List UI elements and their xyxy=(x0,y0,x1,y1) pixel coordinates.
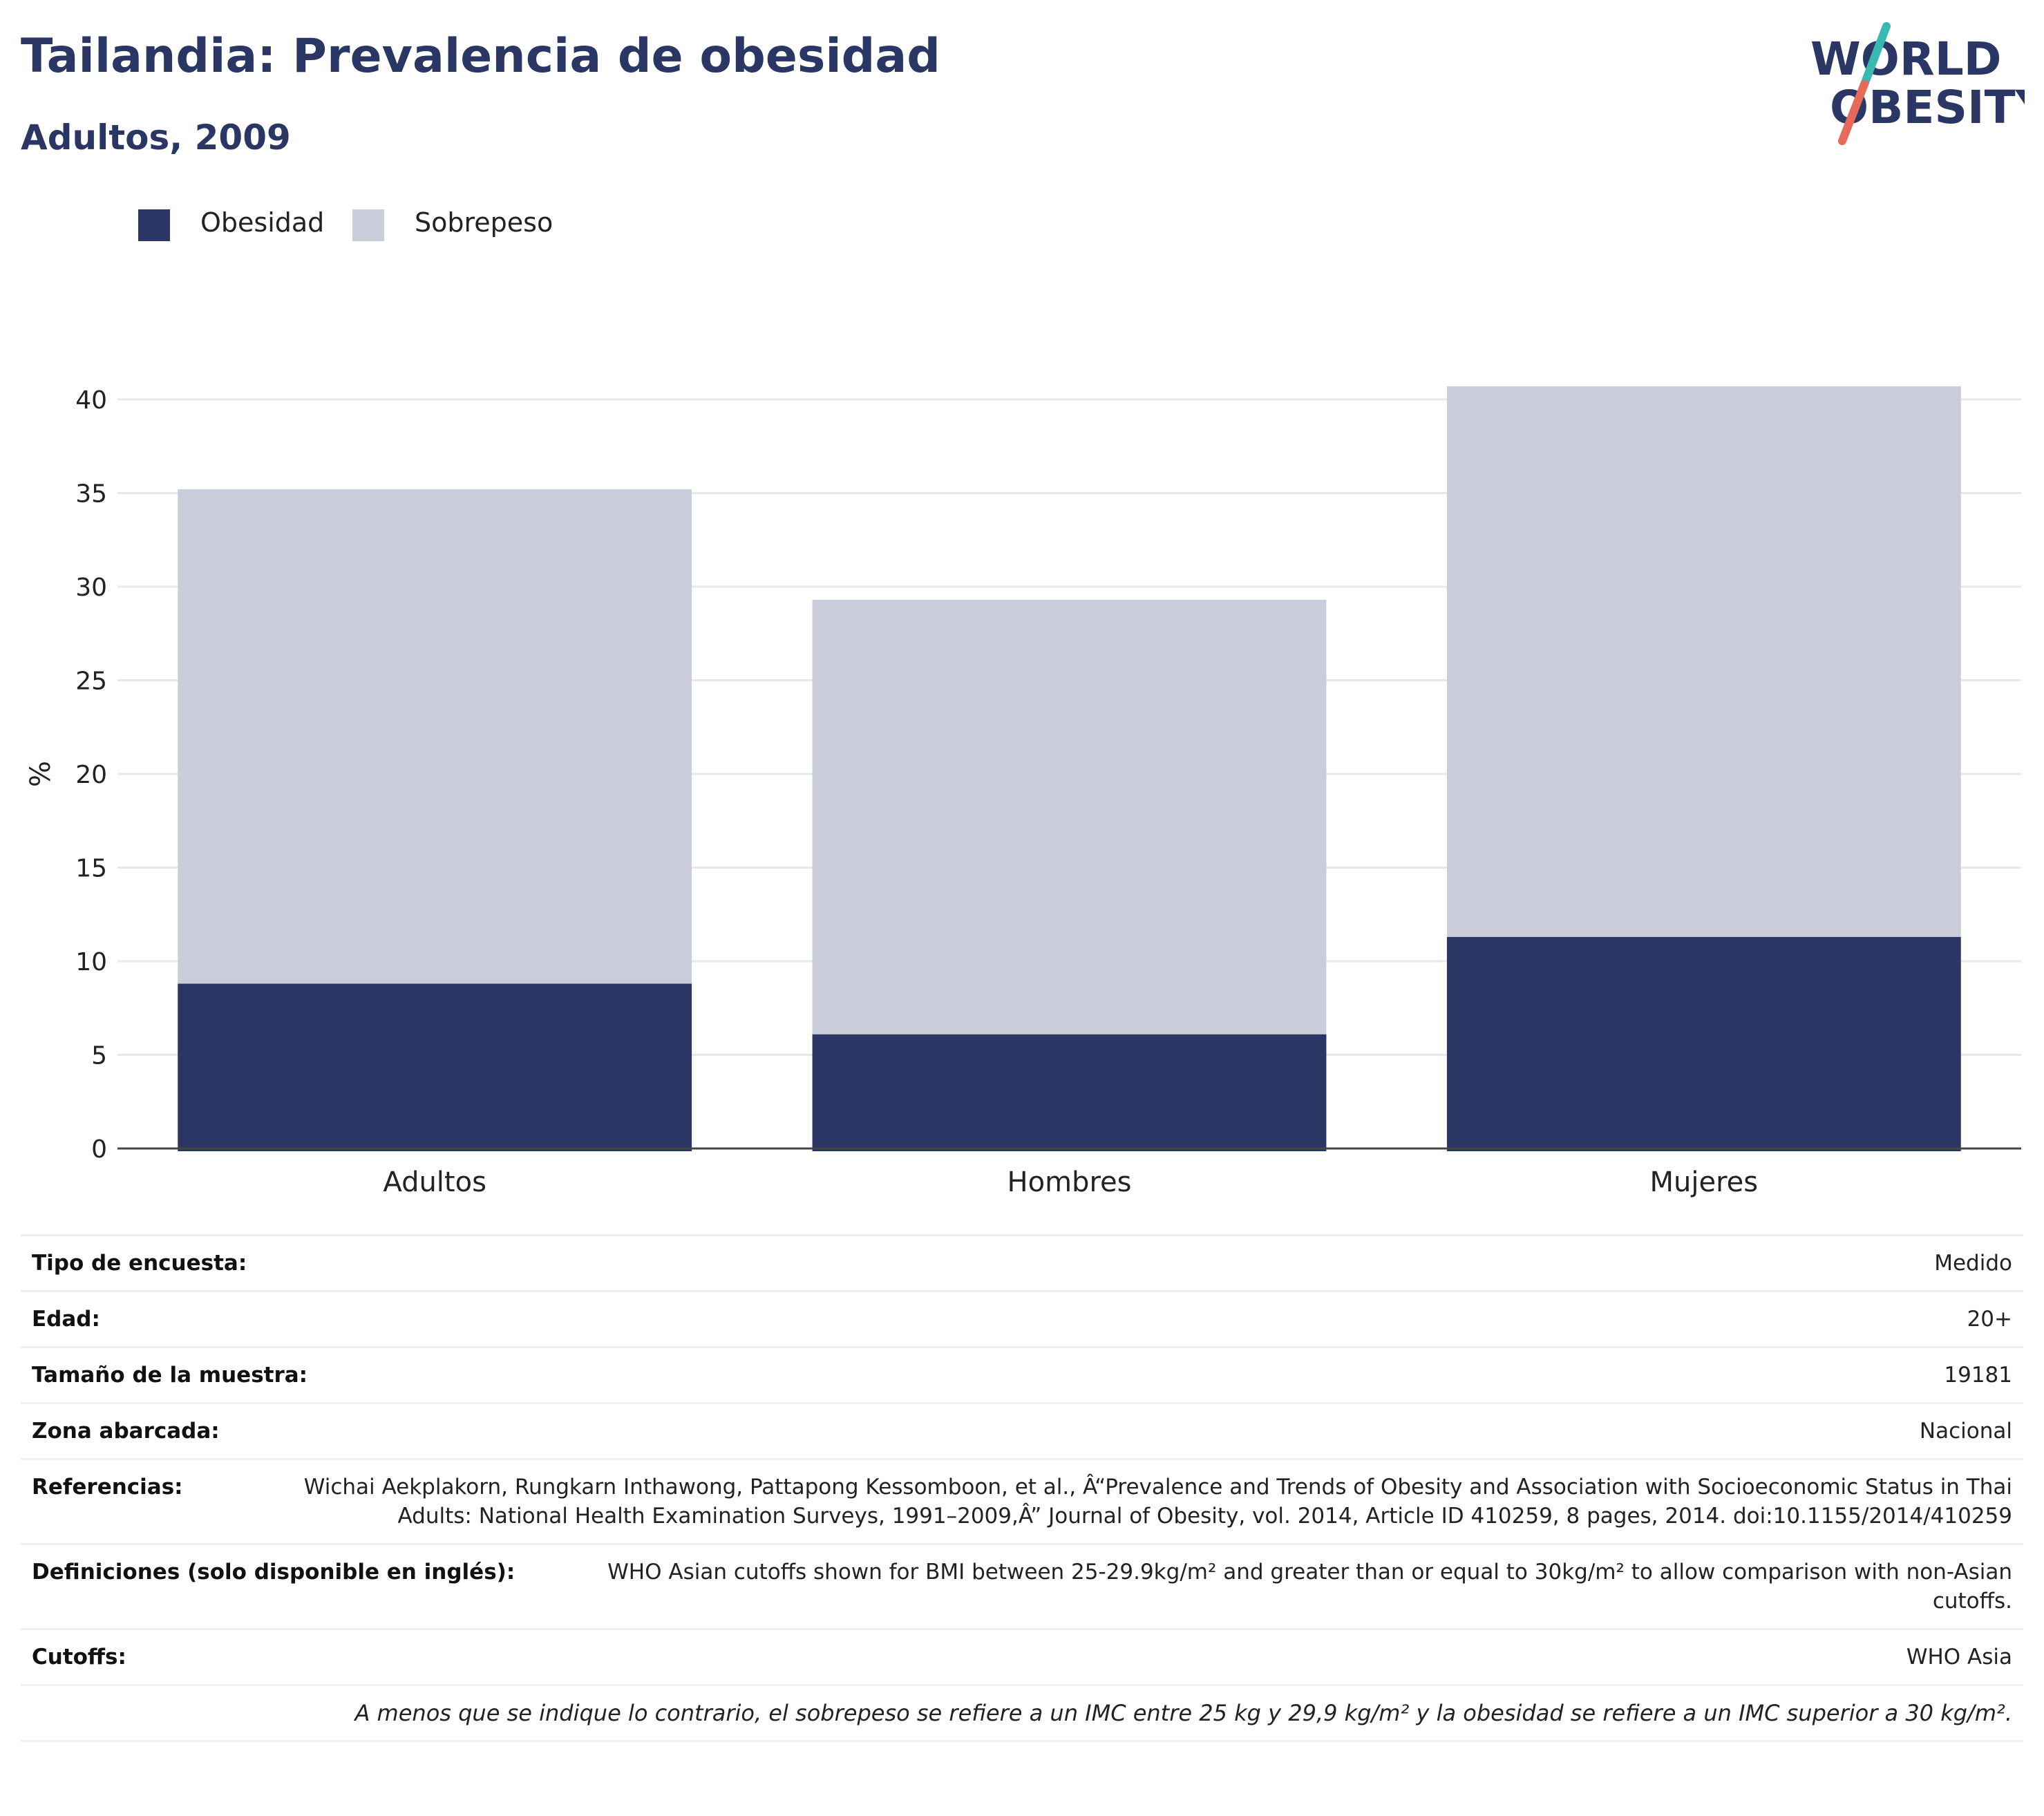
x-tick-label: Hombres xyxy=(1007,1166,1132,1198)
survey-info-table: Tipo de encuesta: Medido Edad: 20+ Tamañ… xyxy=(21,1234,2023,1742)
bar-overweight-adultos xyxy=(178,489,692,984)
y-tick-label: 5 xyxy=(91,1042,107,1070)
page-subtitle: Adultos, 2009 xyxy=(21,117,291,158)
info-value: 19181 xyxy=(1944,1363,2012,1388)
info-label: Definiciones (solo disponible en inglés)… xyxy=(32,1560,515,1585)
bar-overweight-mujeres xyxy=(1446,386,1961,937)
legend-label-obesity: Obesidad xyxy=(200,207,325,238)
info-row-references: Referencias: Wichai Aekplakorn, Rungkarn… xyxy=(21,1458,2023,1543)
info-value: Nacional xyxy=(1919,1419,2012,1444)
info-value: 20+ xyxy=(1967,1307,2012,1332)
bar-obesity-mujeres xyxy=(1446,936,1961,1151)
y-tick-label: 25 xyxy=(75,668,107,696)
definition-note: A menos que se indique lo contrario, el … xyxy=(21,1684,2023,1742)
legend-label-overweight: Sobrepeso xyxy=(415,207,553,238)
info-row-definitions: Definiciones (solo disponible en inglés)… xyxy=(21,1543,2023,1628)
info-value: WHO Asian cutoffs shown for BMI between … xyxy=(607,1560,2012,1614)
x-tick-label: Adultos xyxy=(383,1166,486,1198)
info-value: WHO Asia xyxy=(1906,1645,2012,1670)
info-value: Wichai Aekplakorn, Rungkarn Inthawong, P… xyxy=(303,1475,2012,1529)
page-title: Tailandia: Prevalencia de obesidad xyxy=(21,29,940,84)
bar-overweight-hombres xyxy=(812,599,1327,1034)
world-obesity-logo: WORLD OBESITY xyxy=(1810,22,2025,145)
legend-swatch-obesity xyxy=(138,209,170,241)
logo-slash-coral xyxy=(1838,80,1868,145)
bar-obesity-adultos xyxy=(178,983,692,1151)
logo-slash-teal xyxy=(1860,22,1891,88)
info-row-area: Zona abarcada: Nacional xyxy=(21,1402,2023,1458)
y-tick-label: 35 xyxy=(75,480,107,509)
y-tick-label: 15 xyxy=(75,855,107,883)
y-axis-title: % xyxy=(25,761,57,787)
stacked-bar-chart: 0 5 10 15 20 25 30 35 40% Adultos Hombres Mujeres xyxy=(25,386,2021,1198)
y-tick-label: 40 xyxy=(75,386,107,415)
info-row-sample-size: Tamaño de la muestra: 19181 xyxy=(21,1346,2023,1402)
info-row-age: Edad: 20+ xyxy=(21,1290,2023,1346)
info-label: Edad: xyxy=(32,1307,100,1332)
info-value: Medido xyxy=(1934,1251,2012,1276)
info-label: Tipo de encuesta: xyxy=(32,1251,247,1276)
bar-obesity-hombres xyxy=(812,1034,1327,1151)
info-label: Referencias: xyxy=(32,1475,183,1500)
info-row-cutoffs: Cutoffs: WHO Asia xyxy=(21,1628,2023,1684)
info-label: Zona abarcada: xyxy=(32,1419,220,1444)
y-tick-label: 0 xyxy=(91,1135,107,1164)
info-label: Cutoffs: xyxy=(32,1645,126,1670)
x-tick-label: Mujeres xyxy=(1650,1166,1759,1198)
info-label: Tamaño de la muestra: xyxy=(32,1363,308,1388)
y-tick-label: 20 xyxy=(75,761,107,789)
info-row-survey-type: Tipo de encuesta: Medido xyxy=(21,1234,2023,1290)
y-tick-label: 30 xyxy=(75,574,107,602)
legend-swatch-overweight xyxy=(352,209,384,241)
y-tick-label: 10 xyxy=(75,948,107,976)
logo-text-world: WORLD xyxy=(1810,32,2002,86)
